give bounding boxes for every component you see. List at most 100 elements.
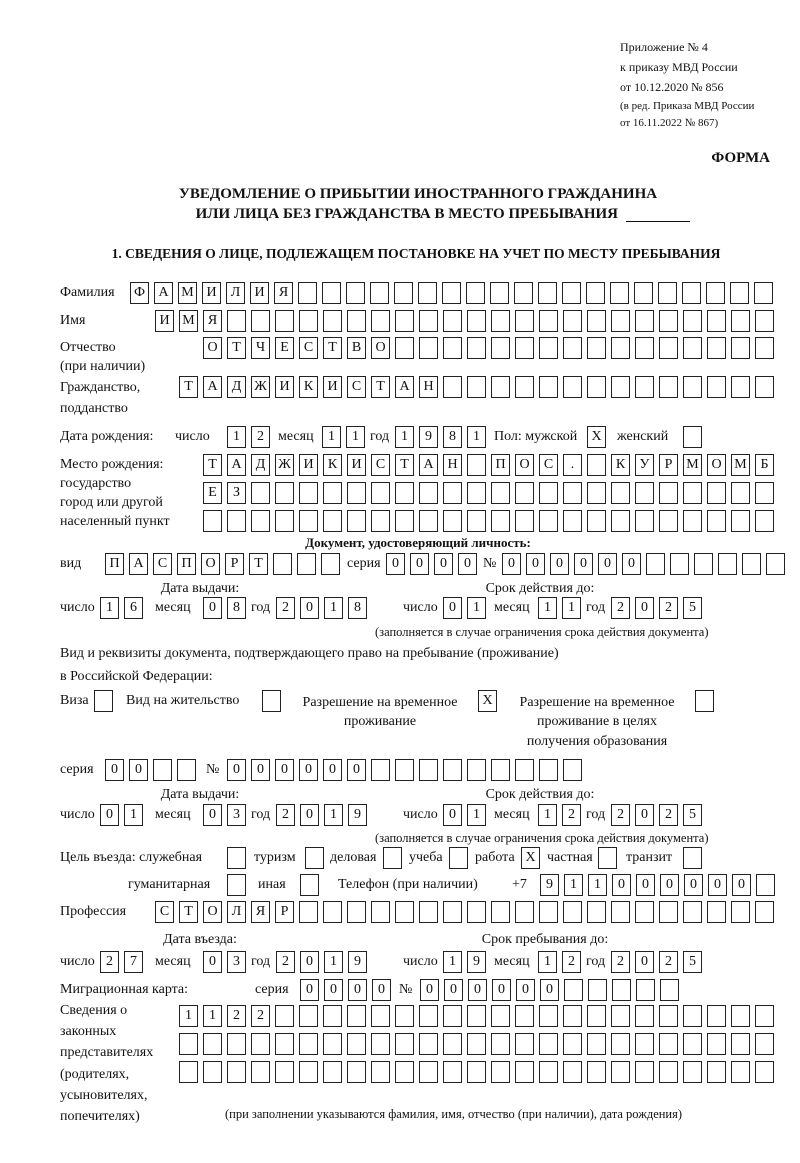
char-box[interactable]: К [611, 454, 630, 476]
char-box[interactable]: 2 [562, 804, 581, 826]
char-box[interactable]: В [347, 337, 366, 359]
char-box[interactable] [347, 310, 366, 332]
char-box[interactable] [491, 482, 510, 504]
char-box[interactable] [442, 282, 461, 304]
char-box[interactable] [251, 482, 270, 504]
char-box[interactable] [659, 1061, 678, 1083]
char-box[interactable] [634, 282, 653, 304]
char-box[interactable]: И [202, 282, 221, 304]
char-box[interactable]: О [203, 337, 222, 359]
char-box[interactable]: 0 [732, 874, 751, 896]
char-box[interactable] [443, 482, 462, 504]
char-box[interactable]: Е [203, 482, 222, 504]
char-box[interactable] [766, 553, 785, 575]
char-box[interactable] [683, 337, 702, 359]
char-box[interactable]: 1 [227, 426, 246, 448]
char-box[interactable]: 0 [251, 759, 270, 781]
char-box[interactable] [323, 901, 342, 923]
char-box[interactable] [419, 901, 438, 923]
char-box[interactable]: К [323, 454, 342, 476]
char-box[interactable] [611, 1033, 630, 1055]
char-box[interactable] [587, 482, 606, 504]
char-box[interactable] [755, 901, 774, 923]
char-box[interactable] [299, 310, 318, 332]
char-box[interactable] [347, 510, 366, 532]
char-box[interactable]: М [731, 454, 750, 476]
char-box[interactable] [227, 847, 246, 869]
char-box[interactable] [323, 1005, 342, 1027]
char-box[interactable]: 0 [299, 759, 318, 781]
char-box[interactable] [227, 874, 246, 896]
char-box[interactable] [539, 510, 558, 532]
char-box[interactable]: 2 [659, 951, 678, 973]
char-box[interactable]: 2 [611, 951, 630, 973]
char-box[interactable]: 0 [443, 597, 462, 619]
temp-permit-checkbox[interactable]: X [478, 690, 497, 712]
char-box[interactable]: 1 [324, 804, 343, 826]
char-box[interactable] [94, 690, 113, 712]
char-box[interactable] [394, 282, 413, 304]
char-box[interactable]: 2 [276, 951, 295, 973]
char-box[interactable]: Т [203, 454, 222, 476]
char-box[interactable]: А [419, 454, 438, 476]
char-box[interactable]: А [129, 553, 148, 575]
char-box[interactable] [370, 282, 389, 304]
char-box[interactable] [251, 510, 270, 532]
char-box[interactable] [419, 1061, 438, 1083]
char-box[interactable] [683, 510, 702, 532]
char-box[interactable] [695, 690, 714, 712]
char-box[interactable] [515, 310, 534, 332]
char-box[interactable]: 1 [538, 804, 557, 826]
char-box[interactable] [371, 759, 390, 781]
char-box[interactable] [635, 482, 654, 504]
char-box[interactable]: 0 [635, 951, 654, 973]
char-box[interactable]: О [371, 337, 390, 359]
char-box[interactable] [275, 1033, 294, 1055]
residence-permit-checkbox[interactable] [262, 690, 281, 712]
char-box[interactable]: Я [203, 310, 222, 332]
birth-place-field-3[interactable] [203, 510, 774, 532]
char-box[interactable]: У [635, 454, 654, 476]
char-box[interactable] [467, 376, 486, 398]
char-box[interactable] [299, 1005, 318, 1027]
char-box[interactable]: 9 [540, 874, 559, 896]
char-box[interactable] [346, 282, 365, 304]
char-box[interactable]: 1 [395, 426, 414, 448]
char-box[interactable]: 0 [598, 553, 617, 575]
char-box[interactable] [395, 482, 414, 504]
char-box[interactable] [683, 901, 702, 923]
char-box[interactable] [371, 901, 390, 923]
char-box[interactable] [731, 1061, 750, 1083]
char-box[interactable] [683, 376, 702, 398]
char-box[interactable] [323, 1061, 342, 1083]
char-box[interactable] [539, 482, 558, 504]
char-box[interactable] [323, 510, 342, 532]
char-box[interactable] [683, 310, 702, 332]
purpose-transit-checkbox[interactable] [683, 847, 702, 869]
char-box[interactable] [395, 1061, 414, 1083]
char-box[interactable] [635, 376, 654, 398]
char-box[interactable] [297, 553, 316, 575]
char-box[interactable] [275, 482, 294, 504]
char-box[interactable]: 0 [347, 759, 366, 781]
char-box[interactable] [515, 510, 534, 532]
char-box[interactable]: 0 [129, 759, 148, 781]
char-box[interactable]: 2 [100, 951, 119, 973]
char-box[interactable] [418, 282, 437, 304]
char-box[interactable] [563, 759, 582, 781]
char-box[interactable] [611, 1061, 630, 1083]
char-box[interactable] [755, 482, 774, 504]
char-box[interactable]: 2 [659, 804, 678, 826]
char-box[interactable] [395, 901, 414, 923]
char-box[interactable]: 0 [550, 553, 569, 575]
char-box[interactable]: 0 [635, 597, 654, 619]
char-box[interactable] [467, 482, 486, 504]
char-box[interactable] [251, 1033, 270, 1055]
char-box[interactable] [730, 282, 749, 304]
